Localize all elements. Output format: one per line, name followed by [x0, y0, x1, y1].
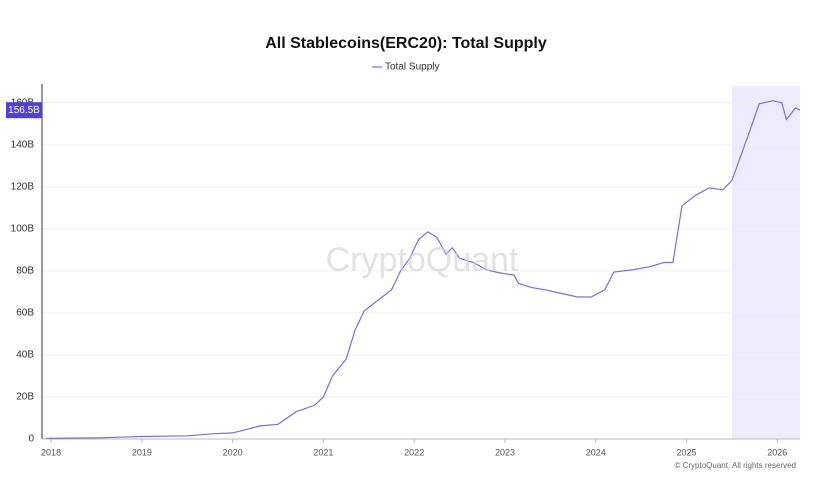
watermark: CryptoQuant [326, 241, 519, 279]
y-tick-label: 120B [11, 181, 35, 192]
x-tick-label: 2024 [586, 447, 606, 457]
x-tick-label: 2018 [41, 447, 61, 457]
y-tick-label: 40B [16, 350, 34, 361]
x-tick-label: 2021 [313, 447, 333, 457]
x-tick-label: 2026 [767, 447, 787, 457]
x-tick-label: 2020 [223, 447, 243, 457]
y-tick-label: 0 [28, 434, 34, 445]
last-value-label: 156.5B [8, 105, 40, 116]
x-tick-label: 2019 [132, 447, 152, 457]
footer: © CryptoQuant. All rights reserved [675, 461, 797, 470]
last-value-badge [6, 102, 42, 119]
y-tick-label: 80B [16, 266, 34, 277]
y-tick-label: 20B [16, 392, 34, 403]
highlight-range [731, 86, 800, 439]
y-tick-label: 100B [11, 224, 35, 235]
legend-label: Total Supply [385, 62, 439, 73]
line-series [46, 100, 801, 439]
chart-title: All Stablecoins(ERC20): Total Supply [265, 35, 547, 52]
x-tick-label: 2023 [495, 447, 515, 457]
y-tick-label: 60B [16, 308, 34, 319]
x-tick-label: 2022 [404, 447, 424, 457]
y-tick-label: 140B [11, 139, 35, 150]
x-tick-label: 2025 [677, 447, 697, 457]
plot-area [41, 84, 801, 443]
